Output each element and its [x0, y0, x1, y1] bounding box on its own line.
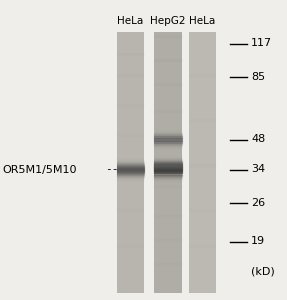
Text: 117: 117 [251, 38, 272, 49]
Text: HeLa: HeLa [117, 16, 144, 26]
Text: HeLa: HeLa [189, 16, 216, 26]
Text: HepG2: HepG2 [150, 16, 186, 26]
Text: OR5M1/5M10: OR5M1/5M10 [3, 164, 77, 175]
Text: --: -- [105, 164, 118, 175]
Text: 19: 19 [251, 236, 265, 247]
Bar [189, 32, 216, 293]
Bar [154, 32, 181, 293]
Text: (kD): (kD) [251, 266, 275, 277]
Bar [117, 32, 144, 293]
Text: 34: 34 [251, 164, 265, 175]
Text: 26: 26 [251, 197, 265, 208]
Text: 85: 85 [251, 71, 265, 82]
Text: 48: 48 [251, 134, 265, 145]
